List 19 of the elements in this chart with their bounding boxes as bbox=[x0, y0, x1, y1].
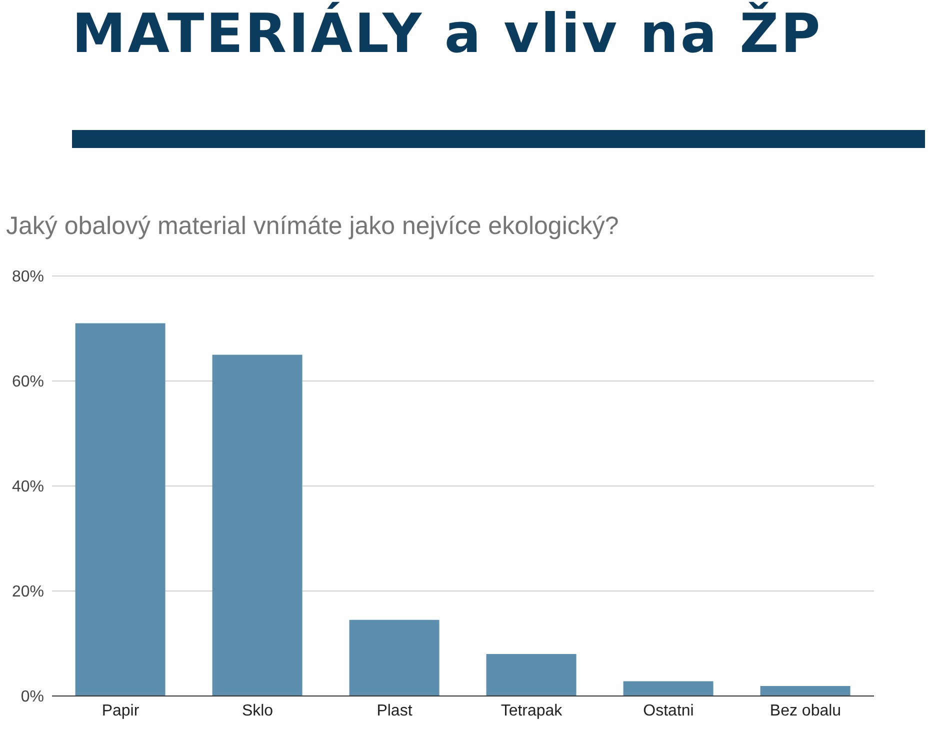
x-tick-label: Bez obalu bbox=[770, 702, 842, 720]
bar bbox=[760, 686, 850, 696]
y-tick-label: 0% bbox=[20, 688, 44, 706]
bar bbox=[623, 681, 714, 696]
x-tick-label: Ostatni bbox=[643, 702, 694, 720]
y-tick-label: 60% bbox=[12, 374, 44, 391]
x-tick-label: Plast bbox=[376, 702, 413, 720]
bar bbox=[212, 354, 302, 696]
bar bbox=[349, 620, 440, 696]
chart-subtitle: Jaký obalový material vnímáte jako nejvíce ekologický? bbox=[6, 212, 619, 241]
x-tick-label: Sklo bbox=[242, 702, 274, 720]
y-tick-label: 20% bbox=[12, 584, 44, 601]
bar bbox=[486, 654, 576, 696]
bar bbox=[75, 323, 166, 696]
chart-title: MATERIÁLY a vliv na ŽP bbox=[72, 2, 822, 65]
x-tick-label: Papir bbox=[102, 702, 140, 720]
y-tick-label: 40% bbox=[12, 478, 44, 496]
y-tick-label: 80% bbox=[12, 268, 44, 286]
x-tick-label: Tetrapak bbox=[500, 702, 564, 720]
